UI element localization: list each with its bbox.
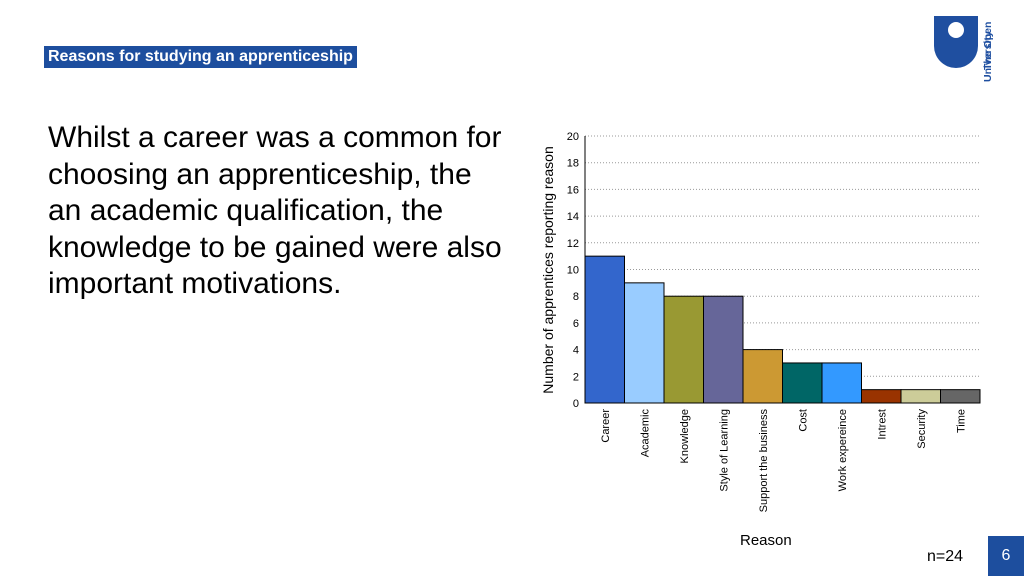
bar-support-the-business bbox=[742, 349, 783, 404]
x-tick-label: Work expereince bbox=[837, 409, 849, 491]
bar-career bbox=[584, 255, 625, 404]
bar-intrest bbox=[861, 389, 902, 404]
bar-work-expereince bbox=[821, 362, 862, 404]
y-tick-label: 18 bbox=[567, 158, 579, 170]
bar-style-of-learning bbox=[703, 295, 744, 404]
y-tick-label: 14 bbox=[567, 211, 579, 223]
chart-x-axis-label: Reason bbox=[740, 532, 792, 549]
x-tick-label: Style of Learning bbox=[718, 409, 730, 492]
bar-cost bbox=[782, 362, 823, 404]
slide-title: Reasons for studying an apprenticeship bbox=[44, 46, 357, 68]
bar-knowledge bbox=[663, 295, 704, 404]
sample-size-label: n=24 bbox=[927, 548, 964, 565]
x-tick-label: Security bbox=[916, 409, 928, 449]
y-tick-label: 6 bbox=[573, 318, 579, 330]
x-tick-label: Cost bbox=[797, 409, 809, 432]
y-tick-label: 2 bbox=[573, 371, 579, 383]
page-number: 6 bbox=[988, 536, 1024, 576]
y-tick-label: 10 bbox=[567, 265, 579, 277]
x-tick-label: Intrest bbox=[876, 409, 888, 440]
bar-time bbox=[940, 389, 981, 404]
y-tick-label: 0 bbox=[573, 398, 579, 410]
chart-y-axis-label-text: Number of apprentices reporting reason bbox=[540, 146, 556, 394]
logo-text-line2: University bbox=[982, 31, 994, 82]
x-tick-label: Support the business bbox=[758, 409, 770, 513]
bar-chart: 0 2 4 6 8 10 12 14 16 18 20 Career Academic Knowledge… bbox=[567, 131, 981, 513]
bar-security bbox=[900, 389, 941, 404]
x-tick-label: Academic bbox=[639, 409, 651, 458]
x-tick-label: Career bbox=[600, 409, 612, 443]
x-tick-label: Knowledge bbox=[679, 409, 691, 463]
y-tick-label: 16 bbox=[567, 184, 579, 196]
logo-shield-icon bbox=[934, 16, 978, 68]
bar-academic bbox=[624, 282, 665, 404]
logo-dot-icon bbox=[948, 22, 964, 38]
x-tick-label: Time bbox=[955, 409, 967, 433]
body-paragraph: Whilst a career was a common for choosin… bbox=[48, 121, 502, 300]
y-tick-label: 12 bbox=[567, 238, 579, 250]
y-tick-label: 20 bbox=[567, 131, 579, 143]
y-tick-label: 8 bbox=[573, 291, 579, 303]
logo-wordmark: The Open University bbox=[982, 16, 1002, 82]
y-tick-label: 4 bbox=[573, 345, 579, 357]
open-university-logo: The Open University bbox=[934, 16, 1014, 82]
